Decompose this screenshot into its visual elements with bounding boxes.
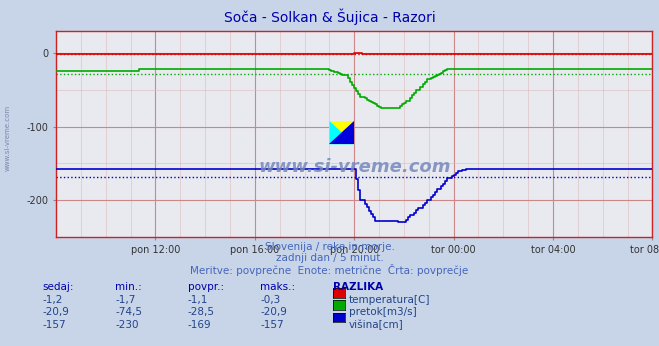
Text: -230: -230 xyxy=(115,320,139,330)
Text: -1,1: -1,1 xyxy=(188,295,208,305)
Text: -157: -157 xyxy=(260,320,284,330)
Text: maks.:: maks.: xyxy=(260,282,295,292)
Text: -1,7: -1,7 xyxy=(115,295,136,305)
Text: -157: -157 xyxy=(43,320,67,330)
Text: RAZLIKA: RAZLIKA xyxy=(333,282,383,292)
Text: -74,5: -74,5 xyxy=(115,307,142,317)
Text: min.:: min.: xyxy=(115,282,142,292)
Text: www.si-vreme.com: www.si-vreme.com xyxy=(5,105,11,172)
Text: pretok[m3/s]: pretok[m3/s] xyxy=(349,307,416,317)
Polygon shape xyxy=(330,121,354,144)
Text: -169: -169 xyxy=(188,320,212,330)
Text: Soča - Solkan & Šujica - Razori: Soča - Solkan & Šujica - Razori xyxy=(223,9,436,25)
Text: -0,3: -0,3 xyxy=(260,295,281,305)
Text: sedaj:: sedaj: xyxy=(43,282,74,292)
Polygon shape xyxy=(330,121,354,144)
Text: www.si-vreme.com: www.si-vreme.com xyxy=(258,158,451,176)
Text: višina[cm]: višina[cm] xyxy=(349,320,403,330)
Bar xyxy=(330,121,354,144)
Text: -20,9: -20,9 xyxy=(260,307,287,317)
Text: -1,2: -1,2 xyxy=(43,295,63,305)
Text: temperatura[C]: temperatura[C] xyxy=(349,295,430,305)
Text: zadnji dan / 5 minut.: zadnji dan / 5 minut. xyxy=(275,253,384,263)
Text: Meritve: povprečne  Enote: metrične  Črta: povprečje: Meritve: povprečne Enote: metrične Črta:… xyxy=(190,264,469,276)
Text: -20,9: -20,9 xyxy=(43,307,70,317)
Text: -28,5: -28,5 xyxy=(188,307,215,317)
Text: Slovenija / reke in morje.: Slovenija / reke in morje. xyxy=(264,242,395,252)
Text: povpr.:: povpr.: xyxy=(188,282,224,292)
